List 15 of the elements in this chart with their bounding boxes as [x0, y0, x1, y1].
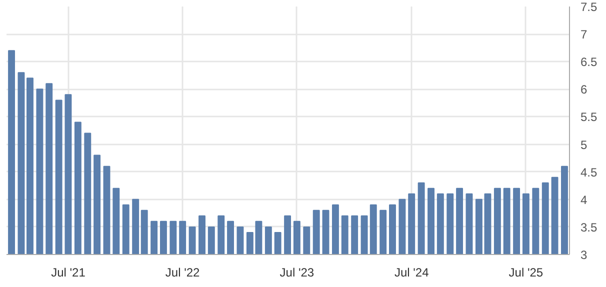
y-tick-label: 6 — [580, 82, 588, 97]
x-tick-label: Jul '24 — [394, 266, 430, 280]
y-tick-label: 5 — [580, 138, 588, 152]
y-tick-label: 4.5 — [580, 165, 598, 180]
x-tick-label: Jul '23 — [280, 266, 314, 280]
x-tick-label: Jul '21 — [51, 266, 86, 280]
x-tick-label: Jul '25 — [508, 266, 544, 280]
y-tick-label: 3 — [580, 248, 588, 262]
y-tick-label: 5.5 — [580, 110, 598, 124]
y-tick-label: 3.5 — [580, 220, 598, 234]
y-tick-label: 6.5 — [580, 55, 598, 70]
y-tick-label: 7.5 — [580, 0, 598, 14]
y-tick-label: 7 — [580, 28, 588, 42]
x-tick-label: Jul '22 — [165, 266, 200, 280]
y-tick-label: 4 — [580, 192, 588, 207]
